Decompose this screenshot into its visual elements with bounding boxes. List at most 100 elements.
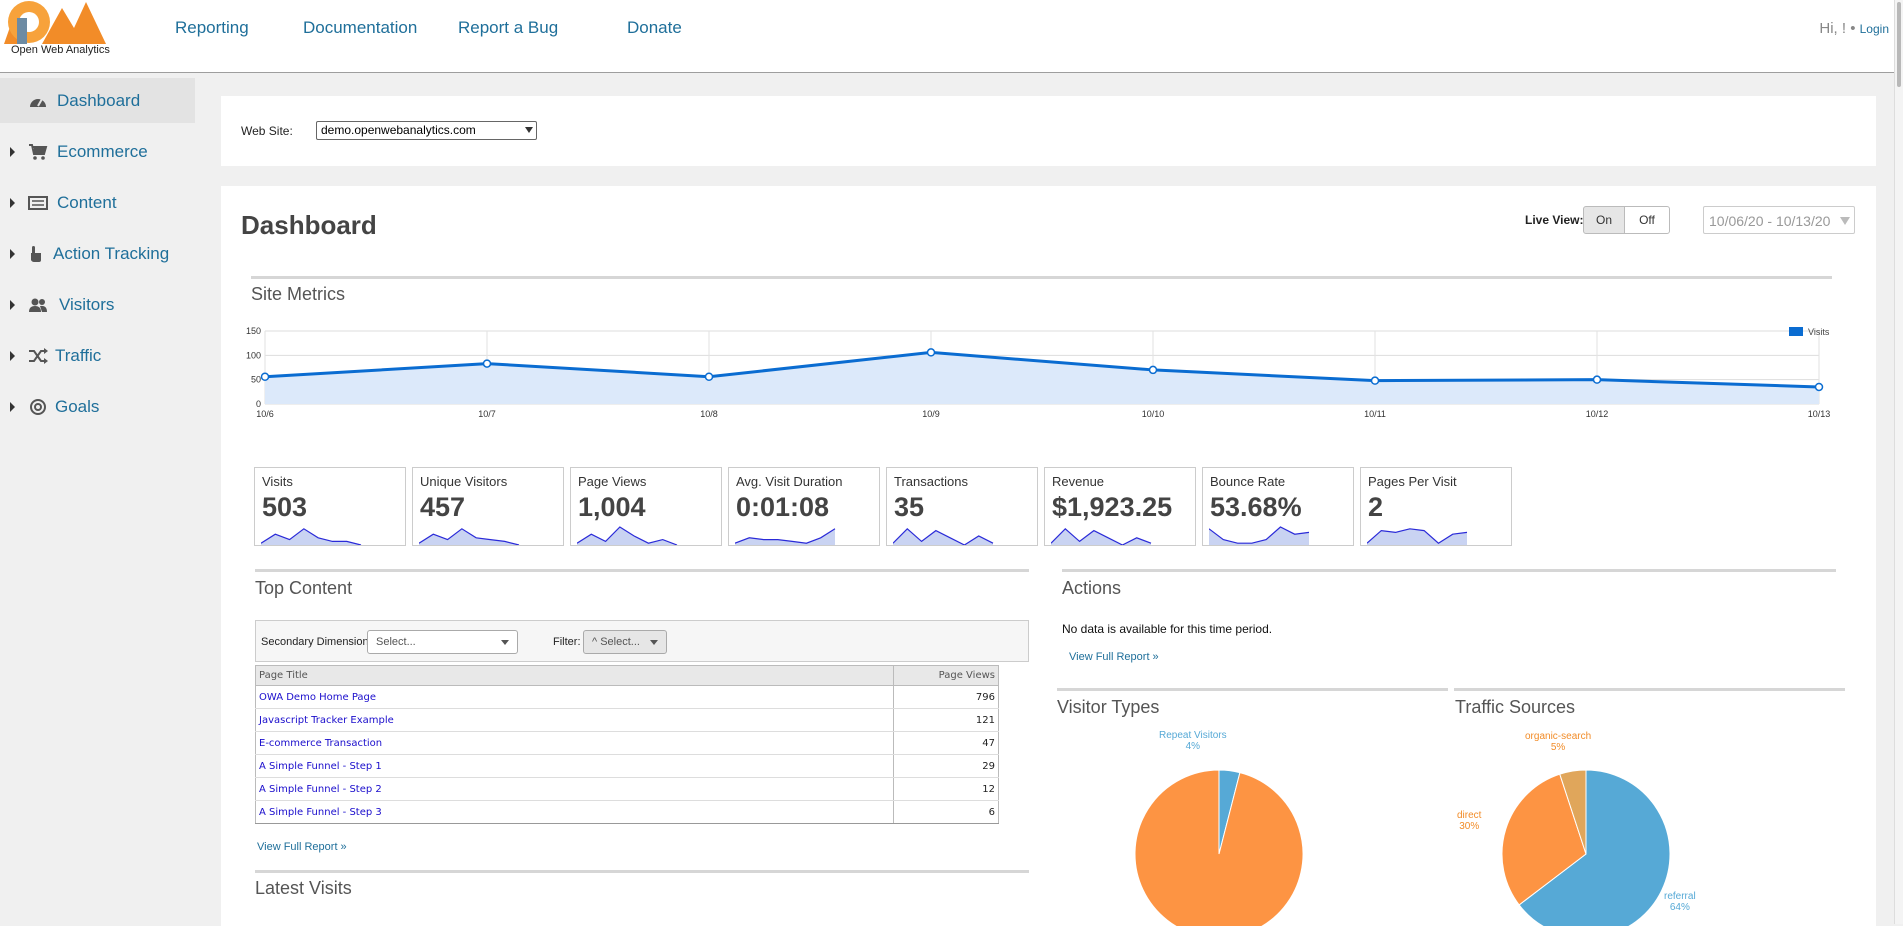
series-area [265,352,1819,404]
sidebar-item-goals[interactable]: Goals [0,381,195,432]
live-view-on-button[interactable]: On [1583,206,1625,234]
section-divider [251,276,1832,279]
filter-select-value: ^ Select... [592,636,640,648]
page-title-link[interactable]: OWA Demo Home Page [259,691,377,703]
table-row: A Simple Funnel - Step 1 29 [255,754,999,778]
sidebar-item-label: Dashboard [57,90,141,110]
y-tick-label: 0 [256,399,261,409]
table-cell: OWA Demo Home Page [255,685,894,709]
column-header-page-views[interactable]: Page Views [893,665,999,686]
sidebar: Dashboard Ecommerce Content Action Track… [0,78,195,432]
login-link[interactable]: Login [1859,22,1889,36]
pie-label-repeat-visitors: Repeat Visitors 4% [1159,730,1227,752]
top-bar: Open Web Analytics Reporting Documentati… [0,0,1903,73]
kpi-label: Page Views [578,474,647,489]
kpi-pages-per-visit[interactable]: Pages Per Visit 2 [1360,467,1512,546]
nav-report-bug[interactable]: Report a Bug [458,18,559,37]
pie-label-direct: direct 30% [1457,810,1481,832]
secondary-dimension-value: Select... [376,636,416,648]
page-views-cell: 12 [893,777,999,801]
table-row: A Simple Funnel - Step 2 12 [255,777,999,801]
top-content-filter-bar: Secondary Dimension: Select... Filter: ^… [255,620,1029,662]
kpi-visits[interactable]: Visits 503 [254,467,406,546]
kpi-sparkline [577,526,678,545]
scrollbar-thumb[interactable] [1897,2,1901,87]
actions-view-full-report-link[interactable]: View Full Report » [1069,651,1159,663]
secondary-dimension-label: Secondary Dimension: [261,636,372,648]
kpi-label: Transactions [894,474,968,489]
sidebar-item-visitors[interactable]: Visitors [0,279,195,330]
section-divider [255,870,1029,873]
x-tick-label: 10/11 [1364,409,1386,419]
pie-label-name: Repeat Visitors [1159,730,1227,741]
page-title-link[interactable]: Javascript Tracker Example [259,714,394,726]
nav-documentation[interactable]: Documentation [303,18,418,37]
data-point [260,372,270,381]
caret-right-icon [10,401,15,412]
sidebar-item-label: Action Tracking [53,243,170,263]
sidebar-item-traffic[interactable]: Traffic [0,330,195,381]
pie-label-organic-search: organic-search 5% [1525,731,1591,753]
pie-label-pct: 30% [1459,821,1480,832]
kpi-value: 457 [420,492,466,522]
filter-select[interactable]: ^ Select... [583,630,667,654]
column-header-page-title[interactable]: Page Title [255,665,894,686]
table-header-row: Page Title Page Views [255,665,999,686]
kpi-value: 503 [262,492,308,522]
table-cell: Javascript Tracker Example [255,708,894,732]
kpi-unique-visitors[interactable]: Unique Visitors 457 [412,467,564,546]
chevron-down-icon [650,640,658,645]
kpi-avg-visit-duration[interactable]: Avg. Visit Duration 0:01:08 [728,467,880,546]
owa-logo[interactable]: Open Web Analytics [4,0,114,70]
actions-no-data-text: No data is available for this time perio… [1062,622,1273,636]
sidebar-item-ecommerce[interactable]: Ecommerce [0,126,195,177]
data-point [1814,382,1824,392]
page-views-cell: 47 [893,731,999,755]
dashboard-icon [30,98,46,107]
kpi-bounce-rate[interactable]: Bounce Rate 53.68% [1202,467,1354,546]
site-select[interactable]: demo.openwebanalytics.com [316,121,537,140]
page-title-link[interactable]: A Simple Funnel - Step 2 [259,783,382,795]
kpi-value: 2 [1368,492,1384,522]
page-title-link[interactable]: A Simple Funnel - Step 3 [259,806,382,818]
nav-reporting[interactable]: Reporting [175,18,249,37]
user-area: Hi, ! • Login [1819,20,1889,37]
data-point [1370,376,1380,385]
x-tick-label: 10/8 [700,409,718,419]
kpi-value: 53.68% [1210,492,1302,522]
page-title-link[interactable]: E-commerce Transaction [259,737,383,749]
caret-right-icon [10,197,15,208]
table-row: OWA Demo Home Page 796 [255,685,999,709]
y-tick-label: 150 [246,326,261,336]
kpi-label: Pages Per Visit [1368,474,1457,489]
sidebar-item-action-tracking[interactable]: Action Tracking [0,228,195,279]
table-cell: E-commerce Transaction [255,731,894,755]
sidebar-item-label: Ecommerce [57,141,148,161]
legend-swatch [1789,327,1803,336]
date-range-picker[interactable]: 10/06/20 - 10/13/20 [1703,206,1855,234]
site-metrics-chart-svg: 0 50 100 150 10/6 10/7 10/8 10/9 10/10 10/11 10/12… [246,326,1830,419]
site-label: Web Site: [241,124,293,138]
live-view-off-button[interactable]: Off [1624,206,1670,234]
kpi-sparkline [261,528,362,545]
kpi-revenue[interactable]: Revenue $1,923.25 [1044,467,1196,546]
table-row: Javascript Tracker Example 121 [255,708,999,732]
nav-donate[interactable]: Donate [627,18,682,37]
kpi-page-views[interactable]: Page Views 1,004 [570,467,722,546]
sidebar-item-content[interactable]: Content [0,177,195,228]
latest-visits-title: Latest Visits [255,878,352,898]
page-title-link[interactable]: A Simple Funnel - Step 1 [259,760,382,772]
sidebar-item-dashboard[interactable]: Dashboard [0,78,195,123]
shuffle-icon [29,347,48,364]
sidebar-item-label: Goals [55,396,100,416]
filter-label: Filter: [553,636,581,648]
top-content-view-full-report-link[interactable]: View Full Report » [257,841,347,853]
cart-icon [29,143,48,160]
sparkline-line [735,528,836,544]
secondary-dimension-select[interactable]: Select... [367,630,518,654]
kpi-label: Bounce Rate [1210,474,1286,489]
sparkline-area [419,528,519,545]
legend-label: Visits [1808,327,1830,337]
page-scrollbar[interactable] [1894,0,1903,924]
kpi-transactions[interactable]: Transactions 35 [886,467,1038,546]
